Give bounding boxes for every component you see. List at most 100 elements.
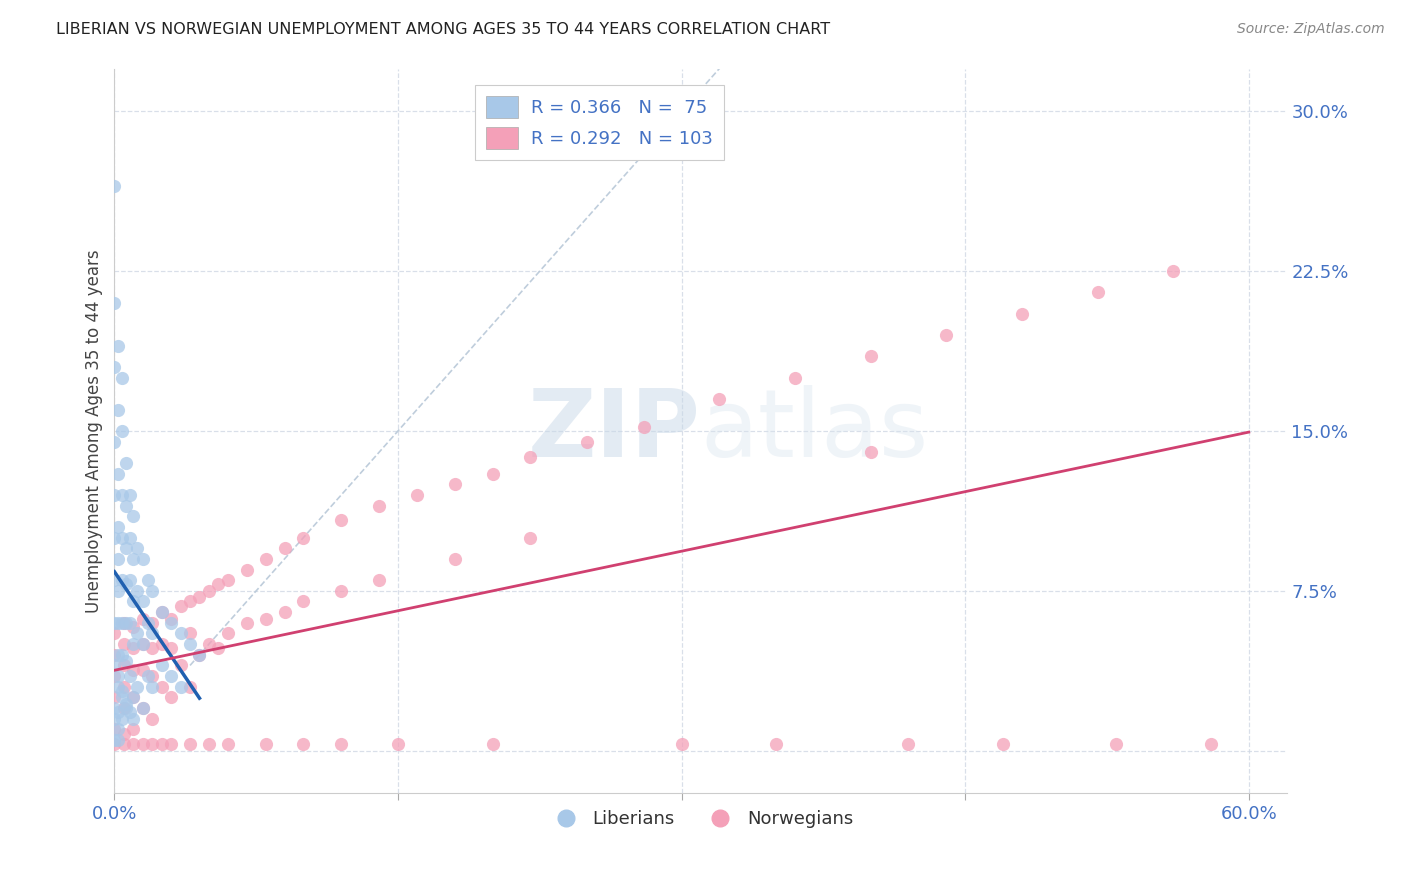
Point [127, 541, 149, 556]
Point [122, 723, 145, 737]
Text: Source: ZipAtlas.com: Source: ZipAtlas.com [1237, 22, 1385, 37]
Point [368, 573, 391, 587]
Point [1087, 285, 1109, 300]
Point [103, 723, 125, 737]
Point [132, 637, 155, 651]
Point [122, 690, 145, 705]
Point [112, 615, 135, 630]
Point [273, 541, 295, 556]
Point [160, 615, 183, 630]
Point [150, 658, 173, 673]
Point [198, 737, 221, 751]
Point [783, 370, 806, 384]
Point [217, 626, 239, 640]
Point [138, 573, 160, 587]
Point [111, 531, 134, 545]
Point [519, 531, 541, 545]
Point [859, 445, 882, 459]
Point [443, 552, 465, 566]
Point [519, 450, 541, 464]
Point [103, 737, 125, 751]
Point [114, 456, 136, 470]
Point [103, 669, 125, 683]
Point [107, 402, 129, 417]
Point [103, 434, 125, 449]
Point [107, 706, 129, 720]
Point [103, 178, 125, 193]
Point [179, 594, 201, 608]
Point [118, 669, 141, 683]
Point [179, 737, 201, 751]
Point [103, 658, 125, 673]
Point [107, 615, 129, 630]
Point [107, 669, 129, 683]
Point [254, 737, 277, 751]
Point [671, 737, 693, 751]
Point [132, 611, 155, 625]
Point [112, 701, 135, 715]
Point [292, 531, 315, 545]
Point [114, 541, 136, 556]
Point [103, 648, 125, 662]
Point [107, 680, 129, 694]
Point [103, 573, 125, 587]
Point [118, 531, 141, 545]
Point [122, 594, 145, 608]
Point [292, 594, 315, 608]
Point [150, 605, 173, 619]
Point [112, 726, 135, 740]
Y-axis label: Unemployment Among Ages 35 to 44 years: Unemployment Among Ages 35 to 44 years [86, 249, 103, 613]
Point [368, 499, 391, 513]
Point [150, 737, 173, 751]
Point [103, 690, 125, 705]
Point [169, 626, 191, 640]
Point [169, 658, 191, 673]
Point [112, 737, 135, 751]
Point [122, 637, 145, 651]
Point [107, 583, 129, 598]
Point [169, 599, 191, 613]
Point [107, 552, 129, 566]
Point [188, 648, 211, 662]
Point [112, 637, 135, 651]
Point [150, 637, 173, 651]
Point [107, 339, 129, 353]
Point [330, 583, 353, 598]
Point [103, 296, 125, 310]
Legend: Liberians, Norwegians: Liberians, Norwegians [540, 803, 860, 835]
Point [103, 488, 125, 502]
Point [217, 573, 239, 587]
Point [107, 467, 129, 481]
Point [141, 583, 163, 598]
Point [897, 737, 920, 751]
Point [114, 697, 136, 711]
Point [138, 615, 160, 630]
Point [481, 737, 503, 751]
Point [132, 552, 155, 566]
Point [107, 733, 129, 747]
Point [330, 737, 353, 751]
Point [160, 690, 183, 705]
Point [122, 712, 145, 726]
Point [633, 419, 655, 434]
Point [103, 733, 125, 747]
Point [138, 669, 160, 683]
Point [122, 737, 145, 751]
Point [132, 594, 155, 608]
Point [111, 684, 134, 698]
Point [1199, 737, 1222, 751]
Point [330, 513, 353, 527]
Point [1011, 307, 1033, 321]
Point [107, 723, 129, 737]
Point [127, 680, 149, 694]
Point [132, 637, 155, 651]
Point [236, 615, 259, 630]
Point [112, 658, 135, 673]
Point [103, 701, 125, 715]
Point [991, 737, 1014, 751]
Point [127, 626, 149, 640]
Point [406, 488, 429, 502]
Point [118, 573, 141, 587]
Point [107, 520, 129, 534]
Point [111, 370, 134, 384]
